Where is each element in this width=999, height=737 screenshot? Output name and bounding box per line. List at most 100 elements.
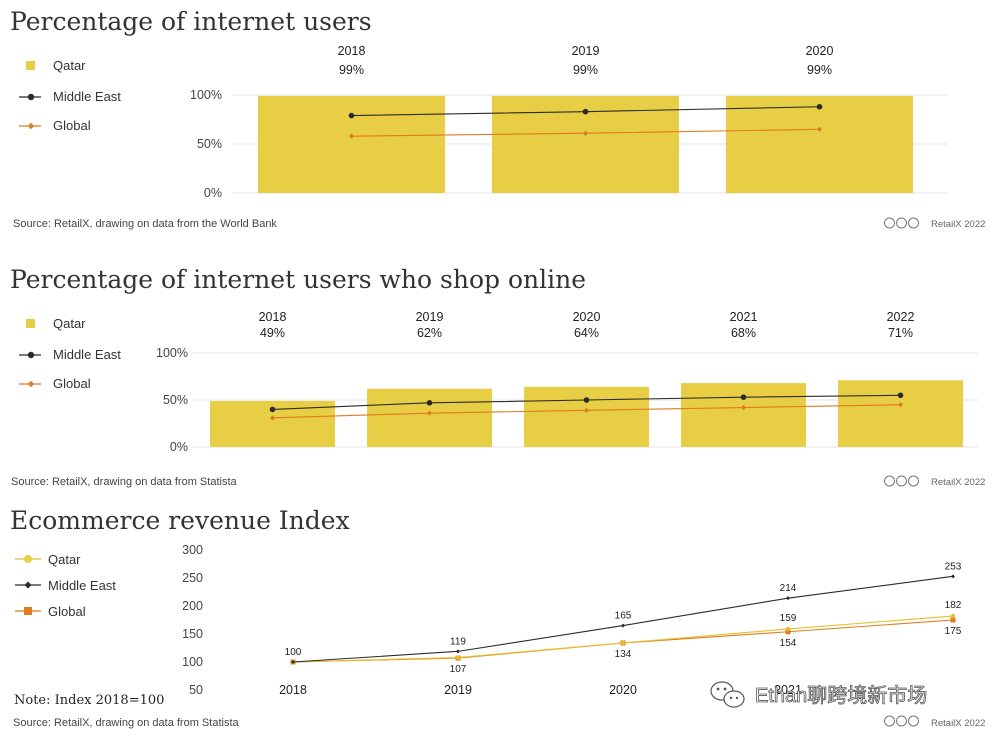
legend-global-diamond-icon [27,122,35,130]
legend-middle-east-label: Middle East [53,89,121,104]
qatar-value-label: 159 [780,613,797,624]
legend-middle-east-dot-icon [27,93,35,101]
middle-east-value-label: 214 [780,583,797,594]
chart3-legend: Qatar Middle East Global [15,552,116,619]
y-tick-label: 0% [170,440,188,454]
bar-value-label: 71% [888,326,913,340]
bar-value-label: 99% [573,63,598,77]
point-global [785,629,791,635]
point-global [740,404,747,411]
category-label: 2018 [338,44,366,58]
chart1-legend: Qatar Middle East Global [19,58,121,133]
point-global [348,133,355,139]
chart3-categories: 2018 2019 2020 2021 [279,683,802,697]
point-qatar [785,626,791,632]
watermark-text: Ethan聊跨境新市场 [755,684,927,707]
chart3-value-labels: 100 119 165 214 253 107 134 154 175 159 182 [285,561,962,675]
point-global [950,617,956,623]
y-tick-label: 50% [197,137,222,151]
nd-icon [908,475,919,487]
chart1-lines [348,103,823,139]
chart2-title: Percentage of internet users who shop on… [10,265,586,294]
chart1-bars [258,95,913,193]
chart2-y-axis: 0% 50% 100% [156,346,188,454]
chart3-title: Ecommerce revenue Index [10,506,350,535]
point-middle-east [269,406,276,413]
point-middle-east [951,574,955,579]
bar-qatar-2018 [258,95,445,193]
legend-qatar-label: Qatar [53,58,86,73]
bar-value-label: 64% [574,326,599,340]
by-icon [896,475,907,487]
category-label: 2019 [572,44,600,58]
legend-middle-east-label: Middle East [48,578,116,593]
point-middle-east [786,596,790,601]
legend-global-label: Global [48,604,86,619]
bar-value-label: 49% [260,326,285,340]
nd-icon [908,217,919,229]
chart1-license-icons [884,217,919,229]
y-tick-label: 100 [182,655,203,669]
chart2-source: Source: RetailX, drawing on data from St… [11,476,237,488]
point-qatar [950,613,956,619]
chart3-license-icons [884,715,919,727]
y-tick-label: 300 [182,543,203,557]
y-tick-label: 50% [163,393,188,407]
category-label: 2020 [806,44,834,58]
chart3-note: Note: Index 2018=100 [14,693,164,708]
legend-global-diamond-icon [27,380,35,388]
chart1-categories: 2018 99% 2019 99% 2020 99% [338,44,834,77]
chart1-y-axis: 0% 50% 100% [190,88,222,200]
bar-value-label: 68% [731,326,756,340]
category-label: 2020 [573,310,601,324]
chart3-source: Source: RetailX, drawing on data from St… [13,717,239,729]
chart2-legend: Qatar Middle East Global [19,316,121,391]
by-icon [896,715,907,727]
middle-east-value-label: 119 [450,636,466,647]
chart-ecommerce-index: Ecommerce revenue Index Qatar Middle Eas… [10,506,985,729]
point-qatar [455,655,461,660]
global-value-label: 154 [780,638,797,649]
bar-qatar-2022 [838,380,963,447]
y-tick-label: 200 [182,599,203,613]
bar-value-label: 62% [417,326,442,340]
chart3-brand: RetailX 2022 [931,718,985,729]
legend-qatar-swatch-icon [26,319,35,328]
point-middle-east [583,397,590,403]
category-label: 2018 [259,310,287,324]
point-middle-east [740,394,747,400]
legend-qatar-label: Qatar [53,316,86,331]
legend-global-label: Global [53,376,91,391]
middle-east-value-label: 100 [285,647,302,658]
point-middle-east [897,392,904,399]
bar-qatar-2021 [681,383,806,447]
chart1-brand: RetailX 2022 [931,219,985,230]
point-middle-east [621,623,625,628]
middle-east-value-label: 165 [615,611,632,622]
wechat-icon [710,681,745,708]
legend-middle-east-label: Middle East [53,347,121,362]
point-global [897,402,904,408]
y-tick-label: 100% [156,346,188,360]
chart-internet-users: Percentage of internet users Qatar Middl… [10,7,985,230]
legend-middle-east-diamond-icon [24,581,32,589]
point-middle-east [291,660,295,664]
by-icon [896,217,907,229]
global-value-label: 175 [945,626,962,637]
bar-qatar-2019 [367,388,492,447]
chart-online-shoppers: Percentage of internet users who shop on… [10,265,985,488]
chart1-title: Percentage of internet users [10,7,372,36]
category-label: 2021 [774,683,802,697]
bar-value-label: 99% [339,63,364,77]
chart2-brand: RetailX 2022 [931,477,985,488]
category-label: 2018 [279,683,307,697]
cc-icon [884,715,895,727]
legend-middle-east-dot-icon [27,351,35,359]
cc-icon [884,475,895,487]
chart3-y-axis: 50 100 150 200 250 300 [182,543,203,697]
bar-value-label: 99% [807,63,832,77]
point-global [583,407,590,413]
chart2-bars [210,380,963,447]
point-middle-east [426,400,433,406]
